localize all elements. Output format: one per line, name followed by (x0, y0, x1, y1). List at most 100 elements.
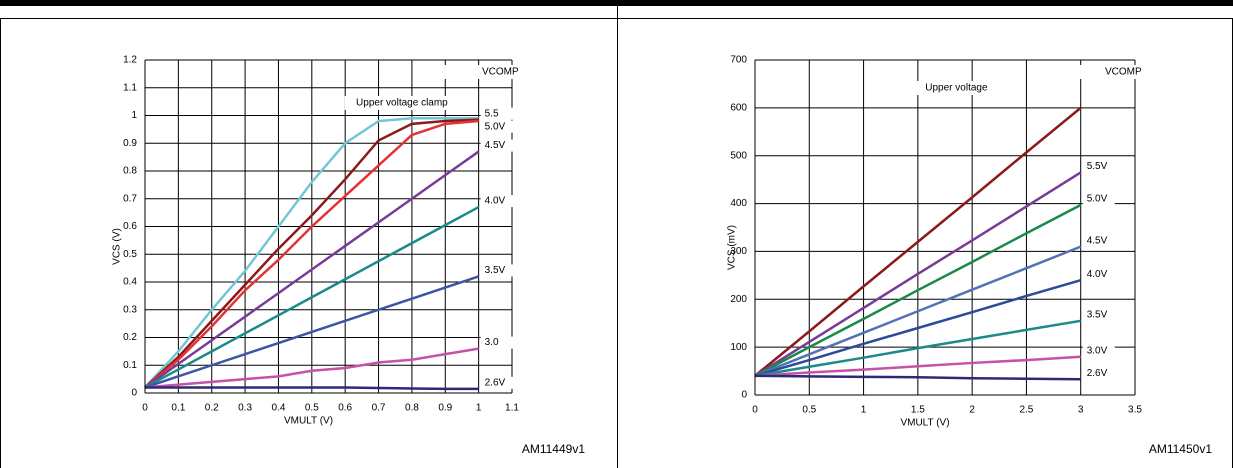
label-bg (1082, 234, 1115, 247)
x-tick-label: 3 (1078, 405, 1084, 416)
y-tick-label: 0.3 (123, 304, 137, 315)
series-line (754, 355, 1081, 378)
series-label: 3.5V (1087, 309, 1108, 320)
y-tick-label: 0.8 (123, 166, 137, 177)
annotation-bg (432, 65, 517, 79)
y-tick-label: 600 (730, 102, 747, 113)
y-tick-label: 0 (741, 390, 747, 401)
x-tick-label: 1.5 (911, 405, 925, 416)
y-axis-label: VCS (mV) (727, 225, 738, 270)
series-label: 2.6V (485, 377, 506, 388)
series-line (144, 347, 479, 389)
series-line (144, 117, 479, 389)
y-tick-label: 700 (730, 55, 747, 66)
y-tick-label: 0.9 (123, 138, 137, 149)
series-line (144, 150, 480, 389)
series-line (754, 245, 1082, 378)
series-label: Upper voltage clamp (356, 98, 448, 109)
label-bg (1082, 160, 1115, 173)
x-tick-label: 3.5 (1128, 405, 1142, 416)
series-label: 3.0V (1087, 345, 1108, 356)
annotation: VCOMP (482, 67, 519, 78)
y-tick-label: 1.1 (123, 82, 137, 93)
x-tick-label: 2 (969, 405, 975, 416)
series-label: 4.5V (1087, 235, 1108, 246)
series-line (754, 374, 1081, 381)
x-tick-label: 0.3 (238, 403, 252, 414)
y-tick-label: 1.2 (123, 55, 137, 66)
series-line (754, 171, 1082, 377)
label-bg (912, 81, 1000, 95)
series-line (144, 118, 479, 389)
figure-id: AM11449v1 (522, 442, 585, 456)
label-bg (1082, 367, 1115, 380)
series-line (144, 205, 480, 389)
series-label: 4.0V (485, 196, 506, 207)
series-line (754, 319, 1081, 378)
x-tick-label: 0.7 (372, 403, 386, 414)
series-label: 3.5V (485, 265, 506, 276)
y-tick-label: 0.6 (123, 221, 137, 232)
series-label: 2.6V (1087, 368, 1108, 379)
label-bg (344, 96, 460, 110)
label-bg (480, 139, 513, 152)
series-label: 4.5V (485, 140, 506, 151)
label-bg (1082, 193, 1115, 206)
y-axis-label: VCS (V) (112, 228, 123, 265)
series-label: 3.0 (485, 337, 499, 348)
x-tick-label: 1 (861, 405, 867, 416)
series-label: 4.0V (1087, 269, 1108, 280)
series-line (754, 278, 1082, 378)
y-tick-label: 100 (730, 342, 747, 353)
x-tick-label: 0 (752, 405, 758, 416)
x-axis-label: VMULT (V) (284, 416, 333, 427)
x-tick-label: 0.5 (802, 405, 816, 416)
series-line (754, 106, 1082, 377)
y-tick-label: 300 (730, 246, 747, 257)
label-bg (480, 107, 513, 120)
top-strip (0, 0, 1233, 6)
series-line (754, 203, 1082, 377)
x-tick-label: 0.8 (405, 403, 419, 414)
x-axis-label: VMULT (V) (900, 418, 949, 429)
x-tick-label: 0 (142, 403, 148, 414)
x-tick-label: 0.2 (205, 403, 219, 414)
label-bg (480, 195, 513, 208)
x-tick-label: 0.1 (171, 403, 185, 414)
label-bg (1082, 268, 1115, 281)
figure-id: AM11450v1 (1149, 442, 1212, 456)
y-tick-label: 500 (730, 150, 747, 161)
y-tick-label: 0.2 (123, 332, 137, 343)
label-bg (480, 120, 513, 133)
x-tick-label: 1 (476, 403, 482, 414)
series-line (144, 275, 480, 389)
y-tick-label: 0.1 (123, 360, 137, 371)
series-label: 5.0V (485, 121, 506, 132)
x-tick-label: 0.6 (338, 403, 352, 414)
x-tick-label: 2.5 (1019, 405, 1033, 416)
y-tick-label: 1 (131, 110, 137, 121)
label-bg (1082, 308, 1115, 321)
series-label: Upper voltage (925, 83, 988, 94)
y-tick-label: 0.7 (123, 193, 137, 204)
annotation-bg (1055, 65, 1140, 79)
series-line (145, 386, 479, 391)
y-tick-label: 400 (730, 198, 747, 209)
label-bg (480, 336, 513, 349)
series-label: 5.5V (1087, 161, 1108, 172)
y-tick-label: 0 (131, 388, 137, 399)
x-tick-label: 0.9 (438, 403, 452, 414)
x-tick-label: 1.1 (505, 403, 519, 414)
label-bg (480, 376, 513, 389)
y-tick-label: 0.4 (123, 277, 137, 288)
series-label: 5.0V (1087, 194, 1108, 205)
series-line (144, 119, 479, 389)
label-bg (480, 264, 513, 277)
series-label: 5.5 (485, 108, 499, 119)
x-tick-label: 0.4 (272, 403, 286, 414)
y-tick-label: 0.5 (123, 249, 137, 260)
x-tick-label: 0.5 (305, 403, 319, 414)
annotation: VCOMP (1105, 67, 1142, 78)
y-tick-label: 200 (730, 294, 747, 305)
